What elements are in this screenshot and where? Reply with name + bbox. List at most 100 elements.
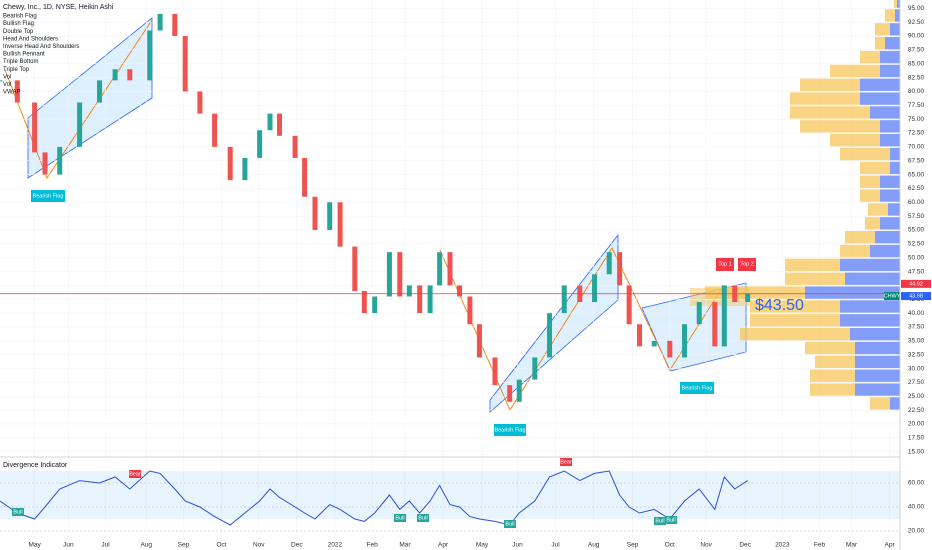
- y-tick-label: 27.50: [908, 379, 925, 386]
- profile-up: [860, 92, 900, 105]
- profile-down: [860, 50, 880, 64]
- candle: [626, 285, 632, 325]
- y-tick-label: 62.50: [908, 185, 925, 192]
- profile-up: [880, 189, 900, 202]
- channel: [27, 17, 153, 179]
- last-price-label: $43.50: [755, 297, 804, 314]
- y-tick-label: 82.50: [908, 74, 925, 81]
- profile-down: [740, 327, 850, 341]
- profile-up: [890, 147, 900, 161]
- x-tick-label: Apr: [438, 542, 449, 549]
- profile-up: [880, 120, 900, 133]
- profile-up: [897, 0, 900, 8]
- indicator-name: VWAP: [3, 90, 20, 96]
- profile-down: [845, 230, 875, 244]
- annotation: Top 2: [740, 261, 753, 267]
- profile-up: [890, 23, 900, 36]
- y-tick-label: 17.50: [908, 435, 925, 442]
- candle: [467, 296, 473, 325]
- profile-up: [875, 230, 900, 244]
- signal-box: [504, 520, 516, 528]
- candle: [277, 113, 283, 136]
- profile-up: [855, 341, 900, 355]
- candle: [112, 69, 118, 81]
- price-tag-label: 44.92: [909, 281, 923, 287]
- annotation-box: [31, 190, 65, 202]
- profile-down: [868, 203, 888, 216]
- annotation-box: [494, 424, 526, 436]
- y-tick-label: 37.50: [908, 324, 925, 331]
- signal-label: Bull: [666, 517, 675, 523]
- indicator-name: Vol: [3, 74, 11, 80]
- x-tick-label: Mar: [846, 542, 858, 549]
- x-tick-label: Sep: [178, 542, 190, 549]
- y-tick-label: 22.50: [908, 407, 925, 414]
- candle: [561, 285, 567, 314]
- x-tick-label: Aug: [140, 542, 152, 549]
- y-tick-label: 75.00: [908, 116, 925, 123]
- candle: [617, 252, 623, 286]
- y-tick-label: 50.00: [908, 254, 925, 261]
- x-tick-label: Jul: [101, 542, 110, 549]
- indicator-name: Double Top: [3, 29, 34, 35]
- price-tag-label: 43.98: [909, 294, 923, 300]
- chart-title: Chewy, Inc., 1D, NYSE, Heikin Ashi: [3, 4, 114, 11]
- candle: [592, 274, 598, 303]
- candle: [337, 202, 343, 247]
- x-tick-label: Jun: [63, 542, 74, 549]
- profile-down: [894, 0, 897, 8]
- profile-down: [840, 147, 890, 161]
- osc-tick-label: 20.00: [908, 528, 925, 535]
- x-tick-label: Jun: [512, 542, 523, 549]
- signal-box: [665, 516, 677, 524]
- signal-label: Bull: [505, 521, 514, 527]
- y-tick-label: 92.50: [908, 19, 925, 26]
- profile-down: [790, 92, 860, 105]
- annotation: Top 1: [718, 261, 731, 267]
- candle: [14, 80, 20, 103]
- profile-up: [840, 314, 900, 327]
- y-tick-label: 25.00: [908, 393, 925, 400]
- y-tick-label: 30.00: [908, 365, 925, 372]
- y-tick-label: 57.50: [908, 213, 925, 220]
- candle: [361, 290, 367, 314]
- channel: [489, 233, 619, 413]
- signal-box: [394, 514, 406, 522]
- candle: [606, 252, 612, 275]
- y-tick-label: 47.50: [908, 268, 925, 275]
- x-tick-label: 2022: [328, 542, 343, 549]
- candle: [312, 196, 318, 230]
- profile-down: [800, 78, 860, 91]
- annotation-box: [680, 382, 714, 394]
- x-tick-label: Sep: [627, 542, 639, 549]
- oscillator-line: [0, 470, 748, 526]
- candle: [327, 202, 333, 230]
- candle: [172, 13, 178, 37]
- indicator-name: Head And Shoulders: [3, 36, 58, 42]
- candle: [32, 102, 38, 153]
- candle: [157, 13, 163, 31]
- candle: [127, 69, 133, 81]
- x-tick-label: Oct: [665, 542, 675, 549]
- profile-up: [888, 203, 900, 216]
- signal-label: Bull: [13, 509, 22, 515]
- y-tick-label: 32.50: [908, 351, 925, 358]
- profile-down: [705, 286, 805, 299]
- x-tick-label: May: [28, 542, 41, 549]
- profile-down: [830, 64, 880, 78]
- profile-up: [880, 217, 900, 230]
- candle: [532, 357, 538, 380]
- symbol-tag: [884, 292, 900, 301]
- profile-down: [875, 37, 885, 50]
- signal-label: Bull: [655, 518, 664, 524]
- profile-up: [890, 161, 900, 175]
- profile-down: [870, 397, 890, 410]
- profile-up: [885, 37, 900, 50]
- symbol-label: CHWY: [884, 294, 901, 300]
- candle: [492, 357, 498, 386]
- profile-up: [845, 272, 900, 285]
- y-tick-label: 40.00: [908, 310, 925, 317]
- candle: [417, 285, 423, 314]
- profile-up: [855, 369, 900, 382]
